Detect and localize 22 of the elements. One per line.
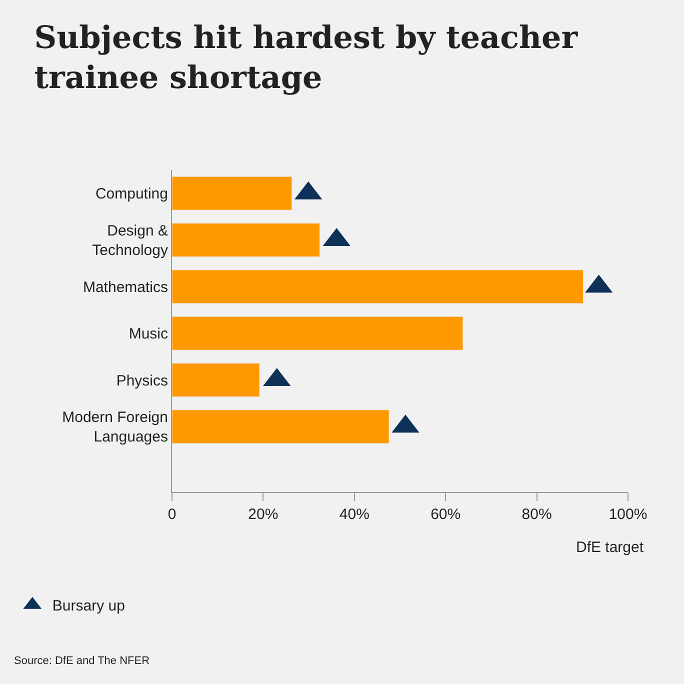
x-tick-label: 100% <box>608 506 648 523</box>
chart-title: Subjects hit hardest by teacher trainee shortage <box>34 20 578 96</box>
y-tick-label: Design & Technology <box>92 222 168 259</box>
x-tick-label: 60% <box>430 506 461 523</box>
bar <box>172 362 260 398</box>
bar <box>172 270 584 304</box>
x-tick-label: 20% <box>248 506 278 523</box>
y-tick-label: Mathematics <box>82 278 168 296</box>
y-tick-label: Music <box>128 326 168 343</box>
x-axis-title: DfE target <box>576 539 644 556</box>
y-tick-label: Modern Foreign Languages <box>62 409 168 446</box>
x-tick-label: 0 <box>168 506 176 523</box>
y-tick-label: Computing <box>95 186 168 203</box>
source-note: Source: DfE and The NFER <box>14 655 150 667</box>
bar <box>172 410 390 444</box>
y-tick-label: Physics <box>116 372 168 390</box>
bar <box>172 316 464 350</box>
bar <box>172 176 292 210</box>
bar <box>172 222 320 258</box>
legend-label: Bursary up <box>52 598 125 615</box>
x-tick-label: 80% <box>522 506 552 523</box>
x-tick-label: 40% <box>339 506 370 523</box>
